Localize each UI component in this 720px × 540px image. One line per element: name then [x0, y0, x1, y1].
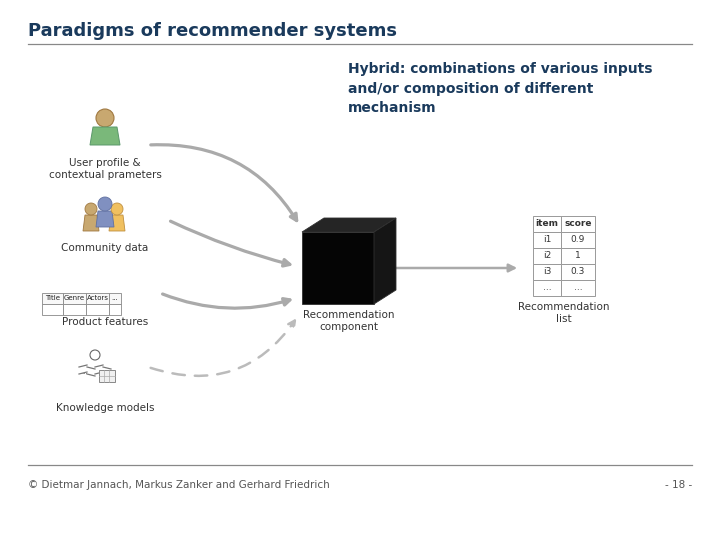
Text: - 18 -: - 18 -	[665, 480, 692, 490]
Text: 1: 1	[575, 252, 581, 260]
Bar	[533, 264, 561, 280]
Bar	[86, 304, 109, 315]
Text: ...: ...	[543, 284, 552, 293]
Bar	[561, 232, 595, 248]
Text: Title: Title	[45, 295, 60, 301]
Bar	[86, 293, 109, 304]
Text: Paradigms of recommender systems: Paradigms of recommender systems	[28, 22, 397, 40]
Bar	[533, 232, 561, 248]
Bar	[99, 370, 115, 382]
Circle shape	[96, 109, 114, 127]
Text: score: score	[564, 219, 592, 228]
FancyArrowPatch shape	[163, 294, 290, 308]
Bar	[109, 293, 121, 304]
Text: i2: i2	[543, 252, 551, 260]
Text: ...: ...	[81, 369, 88, 375]
Text: Actors: Actors	[86, 295, 109, 301]
Circle shape	[85, 203, 97, 215]
Bar	[561, 216, 595, 232]
Circle shape	[111, 203, 123, 215]
Bar	[561, 280, 595, 296]
Text: ...: ...	[112, 295, 118, 301]
Text: 0.9: 0.9	[571, 235, 585, 245]
Polygon shape	[96, 211, 114, 227]
Polygon shape	[90, 127, 120, 145]
Bar	[533, 216, 561, 232]
Polygon shape	[302, 232, 374, 304]
Circle shape	[90, 350, 100, 360]
Bar	[533, 248, 561, 264]
Bar	[42, 304, 63, 315]
Text: item: item	[536, 219, 559, 228]
Bar	[561, 248, 595, 264]
Polygon shape	[83, 215, 99, 231]
Text: User profile &
contextual prameters: User profile & contextual prameters	[48, 158, 161, 180]
FancyArrowPatch shape	[171, 221, 290, 266]
Text: Recommendation
component: Recommendation component	[303, 310, 395, 332]
Text: © Dietmar Jannach, Markus Zanker and Gerhard Friedrich: © Dietmar Jannach, Markus Zanker and Ger…	[28, 480, 330, 490]
Bar	[533, 280, 561, 296]
Text: Product features: Product features	[62, 317, 148, 327]
Bar	[561, 264, 595, 280]
Polygon shape	[302, 218, 396, 232]
Bar	[109, 304, 121, 315]
Polygon shape	[374, 218, 396, 304]
Text: Genre: Genre	[64, 295, 85, 301]
Text: Recommendation
list: Recommendation list	[518, 302, 610, 323]
Bar	[63, 293, 86, 304]
Text: 0.3: 0.3	[571, 267, 585, 276]
Text: ...: ...	[574, 284, 582, 293]
Circle shape	[98, 197, 112, 211]
FancyArrowPatch shape	[150, 321, 294, 376]
Polygon shape	[109, 215, 125, 231]
Text: i1: i1	[543, 235, 552, 245]
Text: Community data: Community data	[61, 243, 148, 253]
Bar	[63, 304, 86, 315]
FancyArrowPatch shape	[150, 145, 297, 220]
Bar	[42, 293, 63, 304]
Text: Hybrid: combinations of various inputs
and/or composition of different
mechanism: Hybrid: combinations of various inputs a…	[348, 62, 652, 115]
Text: Knowledge models: Knowledge models	[55, 403, 154, 413]
Text: i3: i3	[543, 267, 552, 276]
